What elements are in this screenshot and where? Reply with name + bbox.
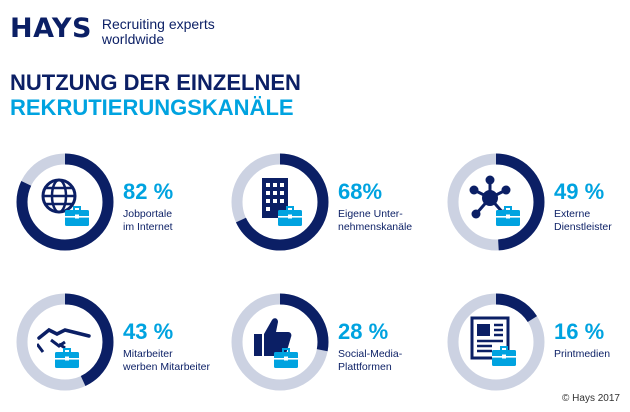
- channel-label-line-1: Eigene Unter-: [338, 208, 403, 220]
- tagline-line-2: worldwide: [101, 31, 165, 47]
- donut-chart: [231, 293, 329, 391]
- donut-value-arc: [16, 293, 114, 391]
- channel-label-line-2: im Internet: [123, 221, 173, 233]
- logo-wordmark: HAYS: [10, 13, 92, 44]
- title-line-2: REKRUTIERUNGSKANÄLE: [10, 95, 294, 120]
- title-line-1: NUTZUNG DER EINZELNEN: [10, 70, 301, 95]
- percentage-label: 16 %: [554, 319, 605, 344]
- donut-chart: [231, 153, 329, 251]
- channel-label-line-2: nehmenskanäle: [338, 221, 413, 233]
- channel-tile: 82 % Jobportale im Internet: [15, 152, 225, 252]
- channel-label-line-1: Social-Media-: [338, 348, 403, 360]
- percentage-label: 43 %: [123, 319, 174, 344]
- donut-chart: [16, 153, 114, 251]
- hays-logo: HAYS Recruiting experts worldwide: [10, 14, 215, 47]
- channel-label-line-2: werben Mitarbeiter: [123, 361, 210, 373]
- channel-label-line-1: Externe: [554, 208, 591, 220]
- channel-tile: 68% Eigene Unter-nehmenskanäle: [230, 152, 440, 252]
- globe-briefcase-icon: [41, 178, 89, 226]
- channel-label-line-1: Jobportale: [123, 208, 173, 220]
- copyright-note: © Hays 2017: [562, 393, 620, 404]
- channel-tile: 28 % Social-Media- Plattformen: [230, 292, 440, 392]
- channel-tile: 43 % Mitarbeiter werben Mitarbeiter: [15, 292, 225, 392]
- channel-label: Eigene Unter-nehmenskanäle: [338, 208, 412, 234]
- newspaper-briefcase-icon: [470, 316, 516, 366]
- donut-chart: [447, 153, 545, 251]
- channel-label: Social-Media- Plattformen: [338, 348, 402, 374]
- percentage-label: 49 %: [554, 179, 605, 204]
- donut-value-arc: [447, 153, 545, 251]
- donut-value-arc: [16, 153, 114, 251]
- channel-label-line-2: Plattformen: [338, 361, 392, 373]
- thumbs-up-briefcase-icon: [254, 318, 298, 368]
- tagline-line-1: Recruiting experts: [101, 16, 215, 32]
- donut-value-arc: [231, 293, 329, 391]
- percentage-label: 28 %: [338, 319, 389, 344]
- channel-label: Externe Dienstleister: [554, 208, 612, 234]
- channel-label: Jobportale im Internet: [123, 208, 173, 234]
- office-building-briefcase-icon: [262, 178, 302, 226]
- logo-tagline: Recruiting experts worldwide: [102, 17, 215, 47]
- channel-label-line-2: Dienstleister: [554, 221, 612, 233]
- channel-label-line-1: Printmedien: [554, 348, 611, 360]
- channel-tile: 49 % Externe Dienstleister: [446, 152, 630, 252]
- page-title: NUTZUNG DER EINZELNEN REKRUTIERUNGSKANÄL…: [10, 70, 301, 120]
- donut-chart: [16, 293, 114, 391]
- channel-label: Printmedien: [554, 348, 610, 361]
- channel-label-line-1: Mitarbeiter: [123, 348, 173, 360]
- network-hub-briefcase-icon: [469, 175, 520, 226]
- channel-tile: 16 % Printmedien: [446, 292, 630, 392]
- percentage-label: 82 %: [123, 179, 174, 204]
- donut-value-arc: [231, 153, 329, 251]
- handshake-briefcase-icon: [37, 327, 91, 368]
- percentage-label: 68%: [338, 179, 383, 204]
- donut-value-arc: [447, 293, 545, 391]
- channel-label: Mitarbeiter werben Mitarbeiter: [123, 348, 210, 374]
- donut-chart: [447, 293, 545, 391]
